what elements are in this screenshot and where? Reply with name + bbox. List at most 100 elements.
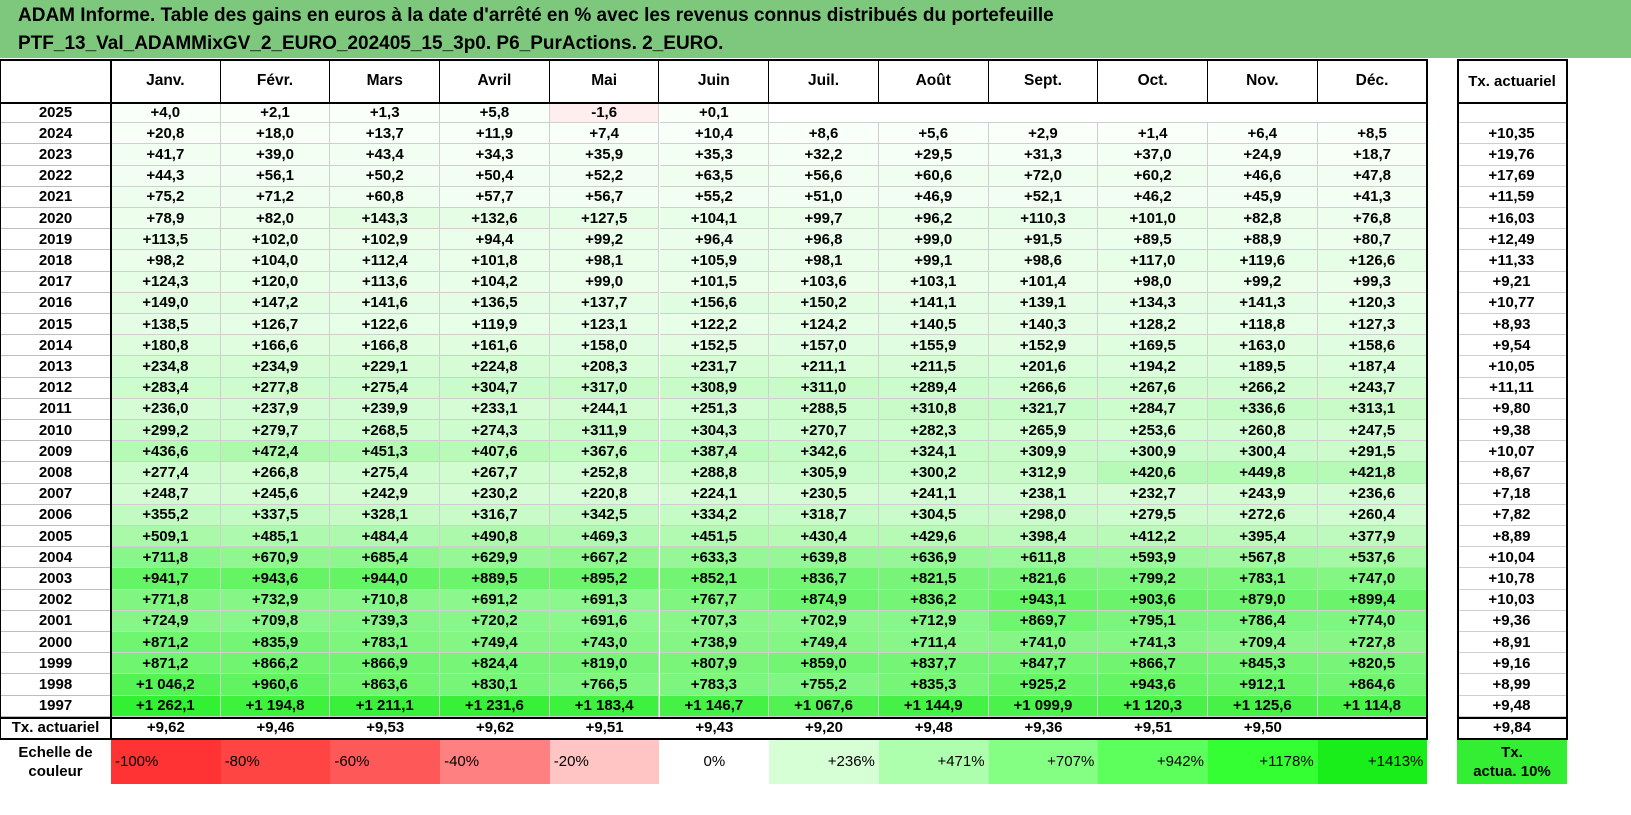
gain-cell: +709,4 [1208,632,1318,654]
border-header-bottom-rate [1457,102,1568,104]
gain-cell: +41,7 [111,144,221,166]
gain-cell: +124,3 [111,271,221,293]
gain-cell: +60,6 [878,165,989,187]
gain-cell: +771,8 [111,589,221,611]
gain-cell: +299,2 [111,420,221,442]
footer-rate-cell: +9,51 [1134,719,1173,737]
gain-cell: +819,0 [549,653,660,675]
rate-cell: +9,16 [1457,653,1567,675]
gain-cell: +783,1 [330,632,441,654]
gain-cell: +879,0 [1208,589,1318,611]
gain-cell: +847,7 [988,653,1099,675]
year-label: 2009 [0,441,111,463]
gain-cell: +311,9 [549,420,660,442]
border-footer-top [0,716,1429,719]
gain-cell: +99,7 [769,208,879,230]
gain-cell: +52,1 [988,186,1099,208]
gain-cell: +140,5 [878,314,989,336]
gain-cell: +230,2 [440,483,550,505]
rate-cell: +8,89 [1457,526,1567,548]
gain-cell: +136,5 [440,292,550,314]
gain-cell: +899,4 [1317,589,1428,611]
gain-cell: +50,4 [440,165,550,187]
gain-cell: +46,2 [1098,186,1208,208]
rate-cell: +10,77 [1457,292,1567,314]
gain-cell: +158,6 [1317,335,1428,357]
gain-cell: +57,7 [440,186,550,208]
gain-cell: +767,7 [659,589,770,611]
gain-cell: +275,4 [330,462,441,484]
gain-cell: +236,0 [111,398,221,420]
gain-cell: +247,5 [1317,420,1428,442]
rate-cell: +9,48 [1457,695,1567,717]
gain-cell: +120,3 [1317,292,1428,314]
gain-cell: +667,2 [549,547,660,569]
gain-cell: +75,2 [111,186,221,208]
gain-cell: +943,1 [988,589,1099,611]
gain-cell: +72,0 [988,165,1099,187]
gain-cell: +277,8 [220,377,331,399]
month-header: Mars [330,60,441,102]
gain-cell: +234,8 [111,356,221,378]
gain-cell: +126,6 [1317,250,1428,272]
gain-cell: +925,2 [988,674,1099,696]
gain-cell: +243,9 [1208,483,1318,505]
gain-cell: +8,6 [769,123,879,145]
gain-cell: +636,9 [878,547,989,569]
rate-cell: +19,76 [1457,144,1567,166]
scale-step: -40% [440,739,550,784]
gain-cell: +120,0 [220,271,331,293]
rate-header: Tx. actuariel [1468,72,1556,90]
gain-cell: +1 231,6 [440,695,550,717]
gain-cell: +430,4 [769,526,879,548]
border-footer-bottom-rate [1457,737,1568,740]
gain-cell: +451,3 [330,441,441,463]
gain-cell: +313,1 [1317,398,1428,420]
scale-step: +942% [1098,739,1208,784]
gain-cell: +820,5 [1317,653,1428,675]
gain-cell: +44,3 [111,165,221,187]
month-header: Mai [550,60,660,102]
gain-cell: +141,1 [878,292,989,314]
gain-cell: -1,6 [549,102,660,124]
gain-cell: +633,3 [659,547,770,569]
gain-cell: +103,1 [878,271,989,293]
scale-step: -80% [220,739,331,784]
gain-cell: +134,3 [1098,292,1208,314]
year-label: 2019 [0,229,111,251]
gain-cell: +39,0 [220,144,331,166]
scale-label-line-2: couleur [28,762,83,780]
month-header: Sept. [989,60,1099,102]
gain-cell: +260,4 [1317,504,1428,526]
footer-rate-cell: +9,46 [256,719,295,737]
border-header-bottom [0,102,1429,104]
gain-cell: +749,4 [769,632,879,654]
gain-cell: +377,9 [1317,526,1428,548]
year-label: 2012 [0,378,111,399]
gain-cell: +799,2 [1098,568,1208,590]
border-right-rate [1566,60,1568,739]
gain-cell: +387,4 [659,441,770,463]
gain-cell: +412,2 [1098,526,1208,548]
gain-cell: +124,2 [769,314,879,336]
year-label: 2017 [0,272,111,293]
gain-cell: +749,4 [440,632,550,654]
gain-cell: +449,8 [1208,462,1318,484]
gain-cell: +45,9 [1208,186,1318,208]
gain-cell: +161,6 [440,335,550,357]
gain-cell: +830,1 [440,674,550,696]
gain-cell: +4,0 [111,102,221,124]
gain-cell: +284,7 [1098,398,1208,420]
rate-cell: +8,67 [1457,462,1567,484]
gain-cell: +238,1 [988,483,1099,505]
gain-cell: +342,5 [549,504,660,526]
month-header: Oct. [1098,60,1208,102]
month-header: Déc. [1318,60,1428,102]
gain-cell: +691,3 [549,589,660,611]
gain-cell: +407,6 [440,441,550,463]
month-header: Juil. [769,60,879,102]
gain-cell: +76,8 [1317,208,1428,230]
gain-cell: +691,2 [440,589,550,611]
gain-cell: +243,7 [1317,377,1428,399]
gain-cell: +707,3 [659,610,770,632]
